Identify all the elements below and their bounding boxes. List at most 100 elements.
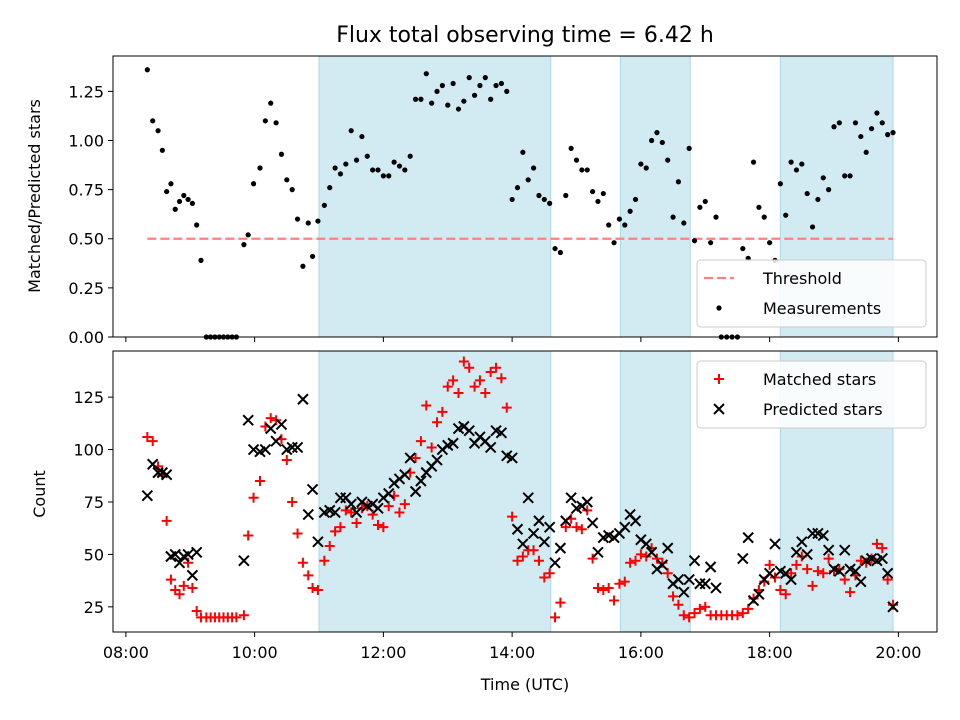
measurement-point (579, 167, 585, 173)
bottom-y-axis-label: Count (30, 470, 49, 518)
measurement-point (439, 82, 445, 89)
measurement-point (159, 147, 165, 153)
predicted-star-point (694, 578, 706, 590)
measurement-point (820, 175, 826, 181)
matched-star-point (512, 555, 523, 566)
matched-star-point (265, 413, 276, 424)
measurement-point (189, 200, 195, 206)
legend-label: Threshold (762, 269, 842, 288)
matched-star-point (780, 589, 791, 600)
matched-star-point (248, 492, 259, 503)
measurement-point (315, 218, 321, 224)
predicted-star-point (372, 502, 384, 514)
predicted-star-point (881, 567, 894, 579)
matched-star-point (191, 606, 202, 617)
measurement-point (471, 92, 478, 98)
measurement-point (300, 263, 306, 269)
measurement-point (713, 214, 719, 220)
matched-star-point (775, 585, 786, 596)
matched-star-point (243, 530, 254, 541)
predicted-star-point (581, 496, 593, 508)
y-tick-label: 50 (84, 545, 104, 564)
measurement-point (557, 249, 564, 256)
predicted-star-point (447, 437, 459, 449)
predicted-star-point (549, 557, 561, 569)
measurement-point (423, 71, 429, 77)
predicted-star-point (409, 485, 422, 498)
measurement-point (600, 190, 606, 197)
matched-star-point (238, 610, 249, 621)
predicted-star-point (160, 469, 173, 481)
predicted-star-point (538, 536, 551, 548)
matched-star-point (165, 574, 176, 585)
measurement-point (777, 181, 783, 187)
measurement-point (649, 137, 655, 144)
measurement-point (396, 163, 403, 169)
predicted-star-point (506, 452, 518, 464)
measurement-point (445, 102, 451, 108)
matched-star-point (507, 511, 518, 522)
measurement-point (788, 159, 794, 165)
predicted-star-point (399, 469, 411, 481)
measurement-point (761, 214, 767, 220)
measurement-point (702, 198, 708, 205)
measurement-point (852, 120, 859, 126)
predicted-star-point (265, 422, 277, 435)
legend-label: Predicted stars (763, 400, 883, 419)
predicted-star-point (247, 443, 260, 456)
matched-star-point (855, 555, 866, 566)
top-y-axis-label: Matched/Predicted stars (25, 99, 44, 293)
measurement-point (257, 165, 263, 171)
measurement-point (568, 145, 574, 151)
top-panel: 0.00 0.25 0.50 0.75 1.00 1.25 Threshold Measure… (68, 55, 938, 347)
predicted-star-point (554, 542, 567, 554)
matched-star-point (635, 549, 646, 560)
matched-star-point (544, 568, 555, 579)
matched-star-point (673, 599, 684, 610)
measurement-point (847, 173, 853, 179)
predicted-star-point (527, 527, 540, 540)
measurement-point (697, 204, 703, 210)
matched-star-point (501, 402, 512, 413)
predicted-star-point (688, 554, 701, 567)
measurement-point (412, 96, 419, 102)
measurement-point (418, 96, 424, 102)
measurement-point (168, 181, 174, 187)
measurement-point (466, 75, 472, 81)
measurement-point (321, 202, 327, 208)
measurement-point (885, 132, 891, 138)
measurement-point (573, 157, 580, 163)
measurement-point (858, 133, 864, 140)
measurement-point (665, 157, 671, 163)
matched-star-point (335, 522, 346, 533)
measurement-point (241, 242, 247, 248)
measurement-point (890, 130, 896, 136)
y-tick-label: 100 (73, 441, 104, 460)
measurement-point (181, 192, 187, 199)
matched-star-point (351, 517, 362, 528)
matched-star-point (469, 381, 480, 392)
measurement-point (386, 173, 392, 179)
matched-star-point (539, 572, 550, 583)
predicted-star-point (592, 546, 604, 559)
x-tick-label: 12:00 (360, 643, 406, 662)
predicted-star-point (833, 565, 846, 577)
matched-star-point (378, 522, 389, 533)
measurement-point (589, 188, 596, 195)
predicted-star-point (152, 466, 164, 479)
predicted-star-point (495, 427, 508, 439)
measurement-point (268, 100, 274, 106)
measurement-point (150, 118, 156, 124)
measurement-point (868, 126, 875, 132)
matched-star-point (807, 580, 818, 591)
measurement-point (686, 145, 692, 151)
predicted-star-point (511, 523, 524, 535)
matched-star-point (700, 601, 711, 612)
measurement-point (627, 208, 633, 214)
predicted-star-point (297, 393, 309, 405)
matched-star-point (555, 597, 566, 608)
matched-star-point (415, 436, 426, 447)
matched-star-point (480, 387, 491, 398)
matched-star-point (458, 356, 469, 367)
matched-star-point (178, 580, 189, 591)
